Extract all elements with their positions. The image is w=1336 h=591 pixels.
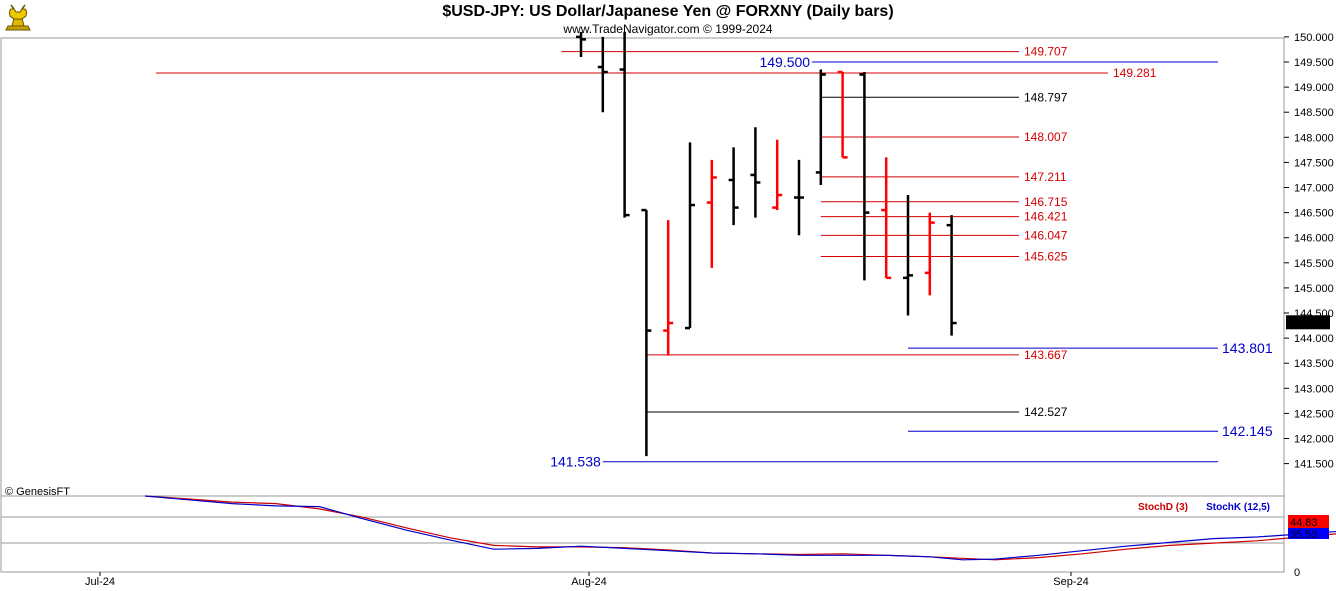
stochastic-panel-frame [0,495,1285,573]
ohlc-bar [706,159,717,268]
ohlc-bar [794,159,804,236]
level-label: 146.421 [1024,210,1068,224]
price-panel-frame [0,37,1285,497]
watermark-label: © GenesisFT [5,486,70,498]
level-label: 146.047 [1024,228,1068,242]
ohlc-bar [597,36,608,113]
price-tick-label: 143.000 [1294,383,1334,395]
date-tick-label: Sep-24 [1053,576,1088,588]
level-label: 146.715 [1024,195,1068,209]
stochk-value-box [1288,528,1329,539]
level-label: 147.211 [1024,170,1067,184]
ohlc-bar [576,31,586,57]
ohlc-bar [859,72,870,281]
ohlc-bar [728,147,739,226]
chart-header: $USD-JPY: US Dollar/Japanese Yen @ FORXN… [0,0,1336,38]
level-label: 141.538 [550,454,601,470]
price-tick-label: 149.500 [1294,57,1334,69]
level-label: 148.007 [1024,130,1068,144]
last-price-box [1286,315,1330,330]
price-tick-label: 142.000 [1294,434,1334,446]
price-tick-label: 144.000 [1294,333,1334,345]
price-tick-label: 147.000 [1294,183,1334,195]
price-axis: 150.000 149.500 149.000 148.500 148.000 147.5… [1284,32,1334,471]
level-label: 145.625 [1024,250,1068,264]
legend-stochk: StochK (12,5) [1206,502,1270,513]
level-label: 149.281 [1113,66,1157,80]
last-price-label: 144.315 [1289,317,1329,329]
ohlc-bars [576,31,957,457]
ohlc-bar [641,208,652,457]
ohlc-bar [619,31,630,218]
price-tick-label: 149.000 [1294,82,1334,94]
price-tick-label: 141.500 [1294,459,1334,471]
price-tick-label: 150.000 [1294,32,1334,44]
stochd-value-label: 44.83 [1290,517,1318,529]
ohlc-bar [815,69,826,185]
ohlc-bar [663,220,674,356]
level-lines: 149.707 149.500 149.281 148.797 148.007 147.2… [155,45,1273,470]
price-tick-label: 145.500 [1294,258,1334,270]
price-tick-label: 145.000 [1294,283,1334,295]
level-label: 142.527 [1024,405,1068,419]
level-label: 143.801 [1222,340,1273,356]
ohlc-bar [881,157,892,280]
price-tick-label: 146.500 [1294,208,1334,220]
ohlc-bar [772,139,783,211]
price-tick-label: 148.000 [1294,132,1334,144]
level-label: 148.797 [1024,90,1068,104]
chart-title: $USD-JPY: US Dollar/Japanese Yen @ FORXN… [442,3,894,20]
ohlc-bar [750,127,761,218]
level-label: 149.707 [1024,45,1068,59]
price-tick-label: 148.500 [1294,107,1334,119]
level-label: 149.500 [759,54,810,70]
stochk-value-label: 35.53 [1290,529,1318,541]
chart-subtitle: www.TradeNavigator.com © 1999-2024 [563,22,773,36]
ohlc-bar [903,195,913,316]
bull-trophy-icon [5,4,31,31]
ohlc-bar [685,142,695,330]
date-tick-label: Jul-24 [85,576,115,588]
ohlc-bar [946,215,957,336]
level-label: 143.667 [1024,348,1068,362]
ohlc-bar [924,212,935,296]
ohlc-bar [837,70,848,159]
price-tick-label: 142.500 [1294,408,1334,420]
price-tick-label: 143.500 [1294,358,1334,370]
price-tick-label: 147.500 [1294,157,1334,169]
legend-stochd: StochD (3) [1138,502,1188,513]
date-axis: Jul-24 Aug-24 Sep-24 [85,572,1089,588]
level-label: 142.145 [1222,423,1273,439]
stoch-tick-label: 0 [1294,567,1300,579]
price-tick-label: 146.000 [1294,233,1334,245]
stochd-value-box [1288,515,1329,528]
date-tick-label: Aug-24 [571,576,606,588]
